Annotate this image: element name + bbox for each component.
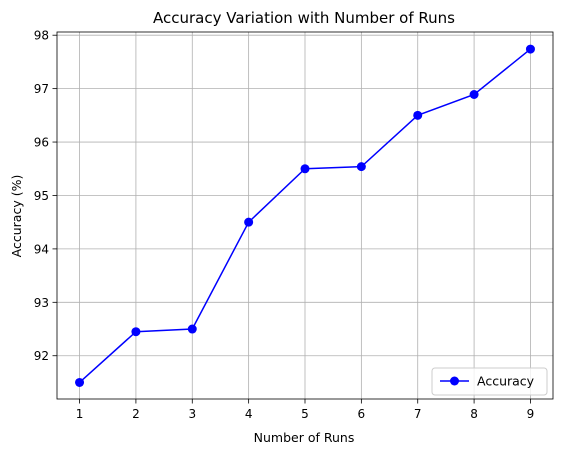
data-point bbox=[75, 378, 84, 387]
data-point bbox=[131, 327, 140, 336]
x-tick-label: 3 bbox=[188, 407, 196, 421]
data-point bbox=[526, 45, 535, 54]
y-tick-label: 95 bbox=[34, 189, 49, 203]
x-tick-label: 7 bbox=[414, 407, 422, 421]
data-point bbox=[301, 164, 310, 173]
grid-lines bbox=[57, 32, 553, 399]
y-tick-label: 94 bbox=[34, 242, 49, 256]
data-point bbox=[357, 162, 366, 171]
data-point bbox=[244, 218, 253, 227]
x-tick-label: 5 bbox=[301, 407, 309, 421]
y-tick-label: 96 bbox=[34, 136, 49, 150]
x-tick-label: 2 bbox=[132, 407, 140, 421]
y-tick-label: 97 bbox=[34, 82, 49, 96]
data-point bbox=[188, 325, 197, 334]
x-tick-label: 4 bbox=[245, 407, 253, 421]
y-tick-label: 92 bbox=[34, 349, 49, 363]
y-axis-label: Accuracy (%) bbox=[9, 175, 24, 258]
y-tick-label: 98 bbox=[34, 29, 49, 43]
x-tick-label: 9 bbox=[527, 407, 535, 421]
x-tick-label: 8 bbox=[470, 407, 478, 421]
x-tick-label: 6 bbox=[358, 407, 366, 421]
data-point bbox=[413, 111, 422, 120]
x-axis-label: Number of Runs bbox=[254, 430, 355, 445]
chart-title: Accuracy Variation with Number of Runs bbox=[153, 9, 455, 27]
tick-marks: 1 2 3 4 5 6 7 8 9 92 93 94 95 96 97 98 bbox=[34, 29, 535, 421]
y-tick-label: 93 bbox=[34, 296, 49, 310]
x-tick-label: 1 bbox=[76, 407, 84, 421]
data-point bbox=[470, 90, 479, 99]
legend-entry-accuracy: Accuracy bbox=[477, 374, 535, 389]
legend-marker bbox=[450, 377, 459, 386]
legend: Accuracy bbox=[432, 368, 547, 395]
